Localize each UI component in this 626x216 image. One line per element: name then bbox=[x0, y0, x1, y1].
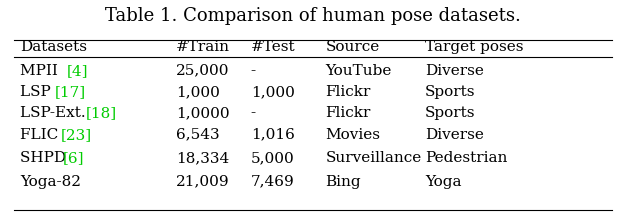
Text: #Test: #Test bbox=[250, 40, 295, 54]
Text: [23]: [23] bbox=[61, 128, 92, 142]
Text: Table 1. Comparison of human pose datasets.: Table 1. Comparison of human pose datase… bbox=[105, 7, 521, 25]
Text: Flickr: Flickr bbox=[326, 85, 371, 99]
Text: 1,000: 1,000 bbox=[250, 85, 295, 99]
Text: 1,000: 1,000 bbox=[176, 85, 220, 99]
Text: FLIC: FLIC bbox=[20, 128, 63, 142]
Text: [17]: [17] bbox=[54, 85, 86, 99]
Text: Diverse: Diverse bbox=[425, 128, 484, 142]
Text: SHPD: SHPD bbox=[20, 151, 71, 165]
Text: 6,543: 6,543 bbox=[176, 128, 220, 142]
Text: Datasets: Datasets bbox=[20, 40, 87, 54]
Text: MPII: MPII bbox=[20, 64, 63, 78]
Text: #Train: #Train bbox=[176, 40, 230, 54]
Text: 18,334: 18,334 bbox=[176, 151, 229, 165]
Text: [18]: [18] bbox=[86, 106, 116, 120]
Text: 1,0000: 1,0000 bbox=[176, 106, 230, 120]
Text: Flickr: Flickr bbox=[326, 106, 371, 120]
Text: 7,469: 7,469 bbox=[250, 175, 294, 189]
Text: [4]: [4] bbox=[67, 64, 88, 78]
Text: Surveillance: Surveillance bbox=[326, 151, 422, 165]
Text: LSP: LSP bbox=[20, 85, 56, 99]
Text: Pedestrian: Pedestrian bbox=[425, 151, 508, 165]
Text: [6]: [6] bbox=[63, 151, 84, 165]
Text: Yoga: Yoga bbox=[425, 175, 462, 189]
Text: -: - bbox=[250, 64, 256, 78]
Text: Sports: Sports bbox=[425, 85, 476, 99]
Text: Target poses: Target poses bbox=[425, 40, 524, 54]
Text: 21,009: 21,009 bbox=[176, 175, 230, 189]
Text: YouTube: YouTube bbox=[326, 64, 392, 78]
Text: 25,000: 25,000 bbox=[176, 64, 229, 78]
Text: 1,016: 1,016 bbox=[250, 128, 295, 142]
Text: 5,000: 5,000 bbox=[250, 151, 294, 165]
Text: Movies: Movies bbox=[326, 128, 381, 142]
Text: Diverse: Diverse bbox=[425, 64, 484, 78]
Text: Source: Source bbox=[326, 40, 380, 54]
Text: Bing: Bing bbox=[326, 175, 361, 189]
Text: LSP-Ext.: LSP-Ext. bbox=[20, 106, 91, 120]
Text: Sports: Sports bbox=[425, 106, 476, 120]
Text: -: - bbox=[250, 106, 256, 120]
Text: Yoga-82: Yoga-82 bbox=[20, 175, 81, 189]
